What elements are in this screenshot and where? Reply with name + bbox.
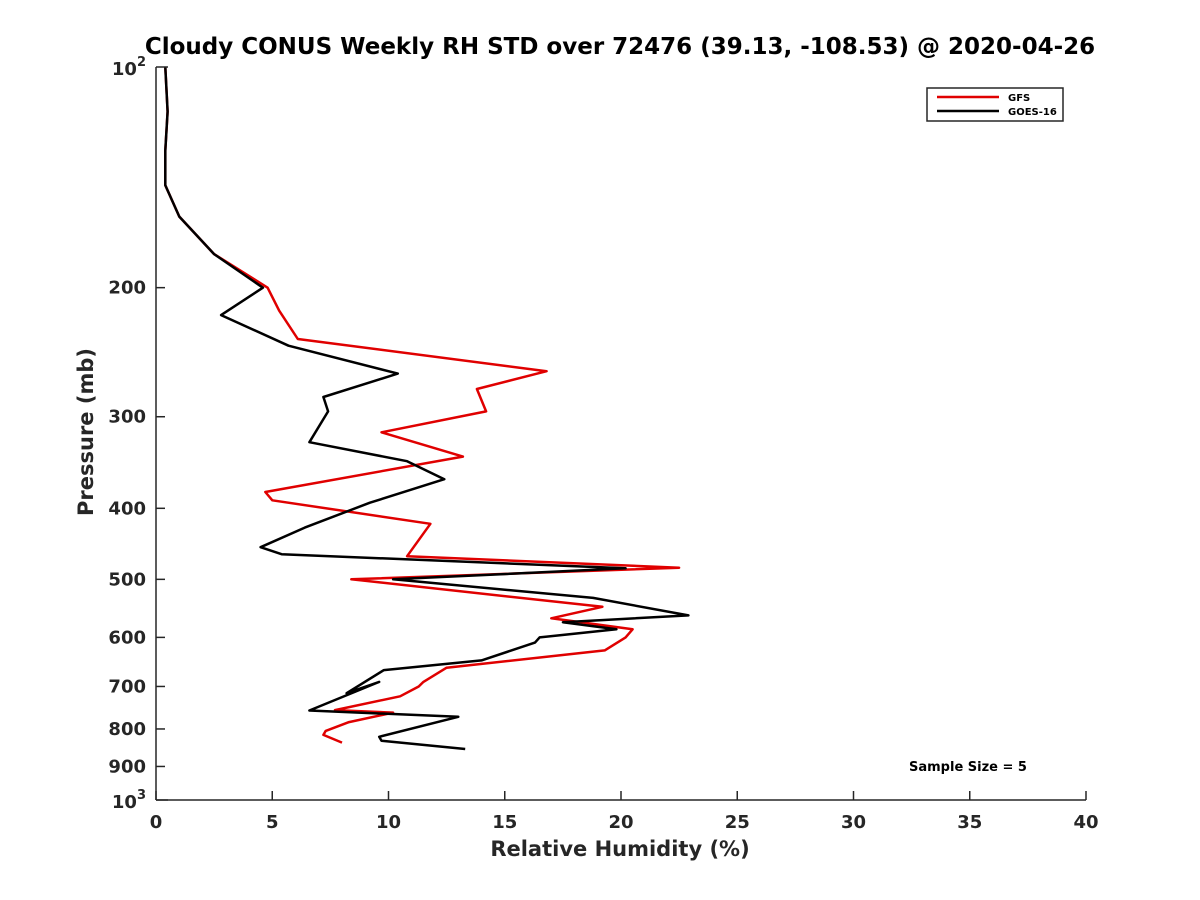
series-line-goes16 [164, 66, 690, 751]
series-layer [164, 66, 690, 751]
legend-label-gfs: GFS [1008, 93, 1030, 104]
y-axis-label: Pressure (mb) [74, 348, 98, 516]
y-tick-label: 800 [108, 719, 146, 740]
y-tick-label: 600 [108, 627, 146, 648]
y-tick-label: 200 [108, 278, 146, 299]
legend-label-goes16: GOES-16 [1008, 107, 1057, 118]
y-tick-label: 400 [108, 498, 146, 519]
sample-size-annotation: Sample Size = 5 [909, 760, 1027, 775]
plot-area: 0 5 10 15 20 25 30 35 40 200 300 400 500 600 700 800 90… [108, 55, 1098, 833]
x-axis-label: Relative Humidity (%) [490, 837, 749, 861]
axes-background [156, 67, 1086, 800]
y-tick-label: 300 [108, 407, 146, 428]
series-line-gfs [164, 66, 681, 744]
y-tick-label: 700 [108, 676, 146, 697]
x-tick-label: 40 [1073, 812, 1098, 833]
y-decade-tick-label: 102 [112, 55, 146, 80]
y-decade-tick-label: 103 [112, 788, 146, 813]
chart-title: Cloudy CONUS Weekly RH STD over 72476 (3… [145, 34, 1095, 60]
x-tick-label: 25 [725, 812, 750, 833]
x-tick-label: 35 [957, 812, 982, 833]
x-tick-label: 15 [492, 812, 517, 833]
x-tick-label: 5 [266, 812, 279, 833]
legend-box [926, 87, 1064, 122]
y-tick-label: 900 [108, 756, 146, 777]
x-axis-ticks: 0 5 10 15 20 25 30 35 40 [150, 791, 1099, 833]
y-axis-ticks: 200 300 400 500 600 700 800 900 102 103 [108, 55, 168, 813]
x-tick-label: 20 [608, 812, 633, 833]
legend: GFS GOES-16 [926, 87, 1064, 122]
x-tick-label: 30 [841, 812, 866, 833]
x-tick-label: 10 [376, 812, 401, 833]
y-tick-label: 500 [108, 569, 146, 590]
x-tick-label: 0 [150, 812, 163, 833]
